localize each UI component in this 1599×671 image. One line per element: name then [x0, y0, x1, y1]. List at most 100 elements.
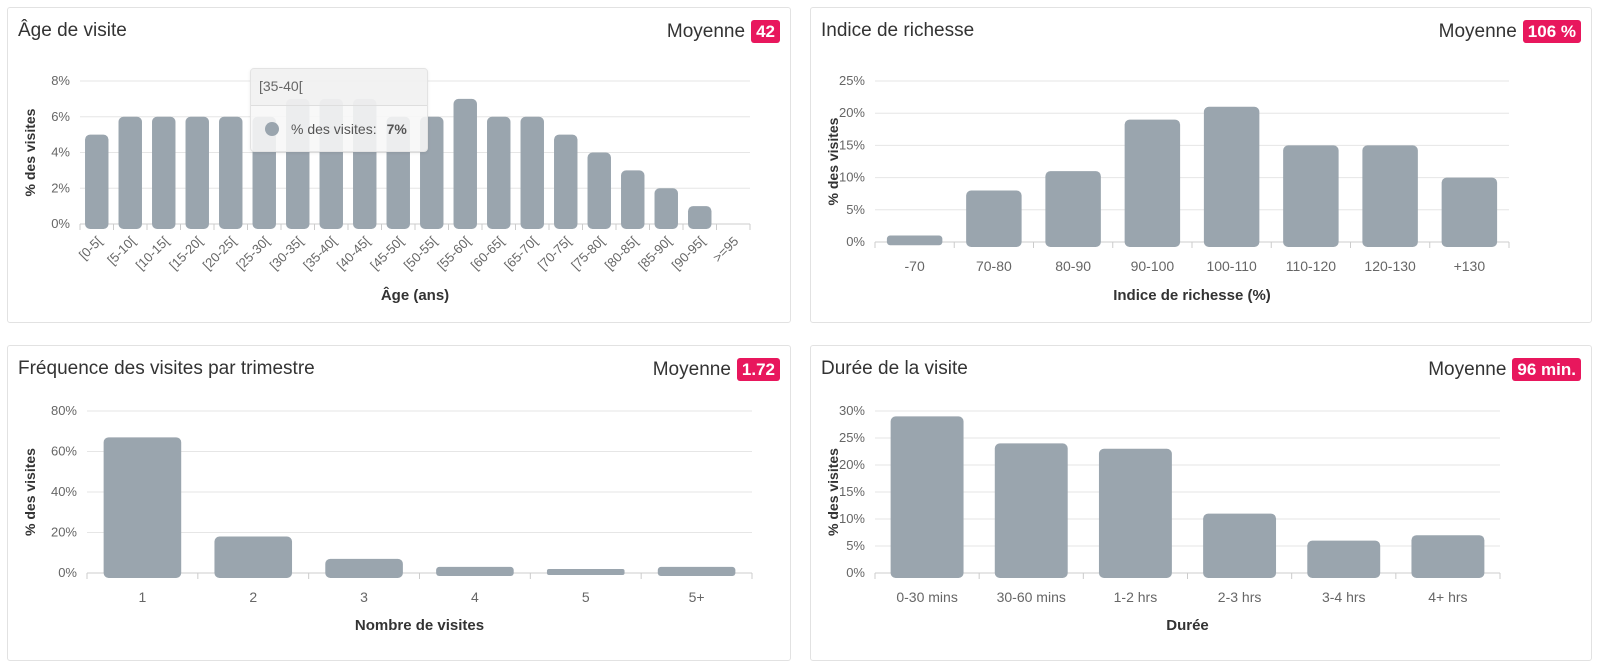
average-badge: 96 min. [1512, 358, 1581, 381]
bar [587, 152, 611, 229]
y-tick-label: 15% [839, 484, 865, 499]
average-badge: 1.72 [736, 358, 780, 381]
bar [152, 116, 176, 229]
average-label: Moyenne [652, 358, 731, 380]
bar [890, 416, 964, 578]
bar [621, 170, 645, 229]
average-label: Moyenne [666, 20, 746, 42]
tooltip-row: % des visites: 7% [265, 121, 407, 137]
x-axis-title: Durée [1166, 617, 1209, 634]
x-tick-label: -70 [905, 258, 925, 274]
y-tick-label: 20% [839, 105, 865, 120]
bar [546, 568, 625, 576]
bar [436, 566, 514, 577]
y-tick-label: 30% [839, 403, 865, 418]
tooltip-value: 7% [386, 121, 407, 137]
x-tick-label: 5 [582, 589, 590, 605]
x-tick-label: [30-35[ [267, 233, 306, 272]
bar [325, 558, 403, 578]
y-axis-title: % des visites [22, 108, 38, 196]
bar [654, 188, 678, 229]
y-tick-label: 0% [846, 565, 865, 580]
chart-title: Fréquence des visites par trimestre [18, 358, 315, 379]
bar [1203, 106, 1260, 247]
x-tick-label: 110-120 [1286, 258, 1337, 274]
y-tick-label: 0% [846, 234, 865, 249]
average-indicator: Moyenne 96 min. [1428, 358, 1581, 381]
y-tick-label: 25% [839, 430, 865, 445]
x-axis-title: Âge (ans) [381, 286, 449, 304]
y-tick-label: 10% [839, 170, 865, 185]
average-label: Moyenne [1428, 358, 1507, 380]
x-tick-label: 1 [139, 589, 147, 605]
duration-chart[interactable]: 0% 5% 10% 15% 20% 25% 30% 0-30 mins 30-60 mins 1-… [811, 346, 1593, 662]
average-indicator: Moyenne 42 [667, 20, 780, 43]
y-axis-title: % des visites [825, 448, 841, 536]
x-tick-label: [35-40[ [300, 233, 339, 272]
x-tick-label: [65-70[ [501, 233, 540, 272]
age-chart[interactable]: 0%2%4%6%8%[0-5[[5-10[[10-15[[15-20[[20-2… [8, 8, 792, 324]
bar [1411, 535, 1485, 578]
x-axis-title: Indice de richesse (%) [1113, 287, 1271, 304]
chart-title: Durée de la visite [821, 358, 968, 379]
x-tick-label: 4+ hrs [1428, 589, 1467, 605]
bar [1283, 145, 1339, 247]
chart-title: Âge de visite [18, 20, 127, 41]
series-marker-icon [265, 122, 279, 136]
x-tick-label: 30-60 mins [997, 589, 1066, 605]
x-tick-label: [80-85[ [602, 233, 641, 272]
x-tick-label: 1-2 hrs [1114, 589, 1158, 605]
chart-title: Indice de richesse [821, 20, 975, 41]
y-tick-label: 20% [839, 457, 865, 472]
x-tick-label: 2 [249, 589, 257, 605]
x-tick-label: >=95 [710, 234, 742, 266]
y-tick-label: 5% [846, 202, 865, 217]
x-tick-label: [90-95[ [669, 233, 708, 272]
x-tick-label: 90-100 [1131, 258, 1175, 274]
y-tick-label: 25% [839, 73, 865, 88]
x-tick-label: [75-80[ [568, 233, 607, 272]
average-label: Moyenne [1438, 20, 1517, 42]
x-tick-label: [85-90[ [635, 233, 674, 272]
y-tick-label: 80% [51, 403, 77, 418]
average-badge: 106 % [1522, 20, 1581, 43]
x-tick-label: [70-75[ [535, 233, 574, 272]
wealth-chart[interactable]: 0% 5% 10% 15% 20% 25% -70 70-80 80-90 90-100 100-1… [811, 8, 1593, 324]
y-axis-title: % des visites [22, 448, 38, 536]
y-axis-title: % des visites [825, 117, 841, 205]
bar [554, 134, 578, 229]
frequency-chart-card: Fréquence des visites par trimestre Moye… [7, 345, 791, 661]
bar [1362, 145, 1418, 247]
x-tick-label: 3-4 hrs [1322, 589, 1366, 605]
y-tick-label: 2% [51, 180, 70, 195]
bar [85, 134, 109, 229]
y-tick-label: 10% [839, 511, 865, 526]
x-tick-label: [55-60[ [434, 233, 473, 272]
x-tick-label: [50-55[ [401, 233, 440, 272]
x-tick-label: 100-110 [1206, 258, 1257, 274]
duration-chart-card: Durée de la visite Moyenne 96 min. 0% 5% 1… [810, 345, 1592, 661]
y-tick-label: 0% [51, 216, 70, 231]
bar [520, 116, 544, 229]
y-tick-label: 8% [51, 73, 70, 88]
x-tick-label: 120-130 [1364, 258, 1416, 274]
bar [1124, 119, 1181, 247]
y-tick-label: 0% [58, 565, 77, 580]
y-tick-label: 4% [51, 145, 70, 160]
y-tick-label: 20% [51, 525, 77, 540]
y-tick-label: 15% [839, 137, 865, 152]
frequency-chart[interactable]: 0% 20% 40% 60% 80% 1 2 3 4 5 5+ Nombre de visites % … [8, 346, 792, 662]
bar [886, 235, 943, 246]
x-tick-label: 80-90 [1055, 258, 1091, 274]
bar [453, 98, 477, 229]
wealth-chart-card: Indice de richesse Moyenne 106 % 0% 5% 10%… [810, 7, 1592, 323]
bar [214, 536, 293, 578]
y-tick-label: 5% [846, 538, 865, 553]
y-tick-label: 6% [51, 109, 70, 124]
bar [103, 437, 182, 578]
x-axis-title: Nombre de visites [355, 617, 484, 634]
x-tick-label: [40-45[ [334, 233, 373, 272]
bar [657, 566, 736, 577]
bar [1098, 448, 1172, 578]
bar [1203, 513, 1277, 578]
